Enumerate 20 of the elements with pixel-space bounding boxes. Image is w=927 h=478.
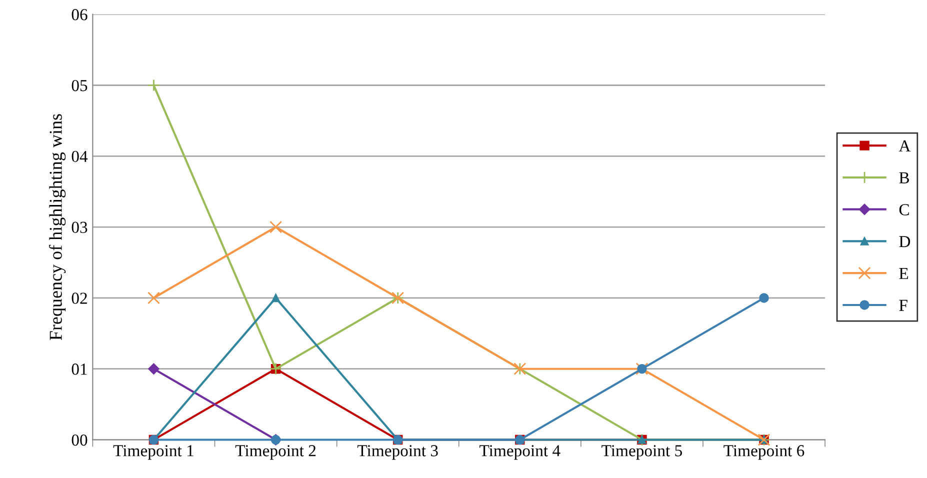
x-tick-label: Timepoint 1 [113,445,194,460]
x-tick-label: Timepoint 6 [724,445,804,460]
legend-label: D [899,236,910,248]
y-tick-label: 00 [72,434,88,446]
legend-label: A [898,140,911,152]
y-tick-label: 03 [72,222,88,233]
y-tick-label: 06 [72,9,88,20]
x-tick-label: Timepoint 2 [235,445,316,460]
x-tick-label: Timepoint 4 [480,445,560,460]
legend-label: B [899,172,909,184]
y-tick-label: 02 [72,292,87,304]
legend-label: E [899,268,908,279]
legend-label: C [899,204,909,216]
y-axis-title: Frequency of highlighting wins [49,114,66,340]
legend-label: F [899,300,908,311]
y-tick-label: 04 [72,150,88,162]
x-tick-label: Timepoint 3 [357,445,438,460]
y-tick-label: 01 [72,364,87,375]
x-tick-label: Timepoint 5 [602,445,682,460]
y-tick-label: 05 [72,80,88,92]
